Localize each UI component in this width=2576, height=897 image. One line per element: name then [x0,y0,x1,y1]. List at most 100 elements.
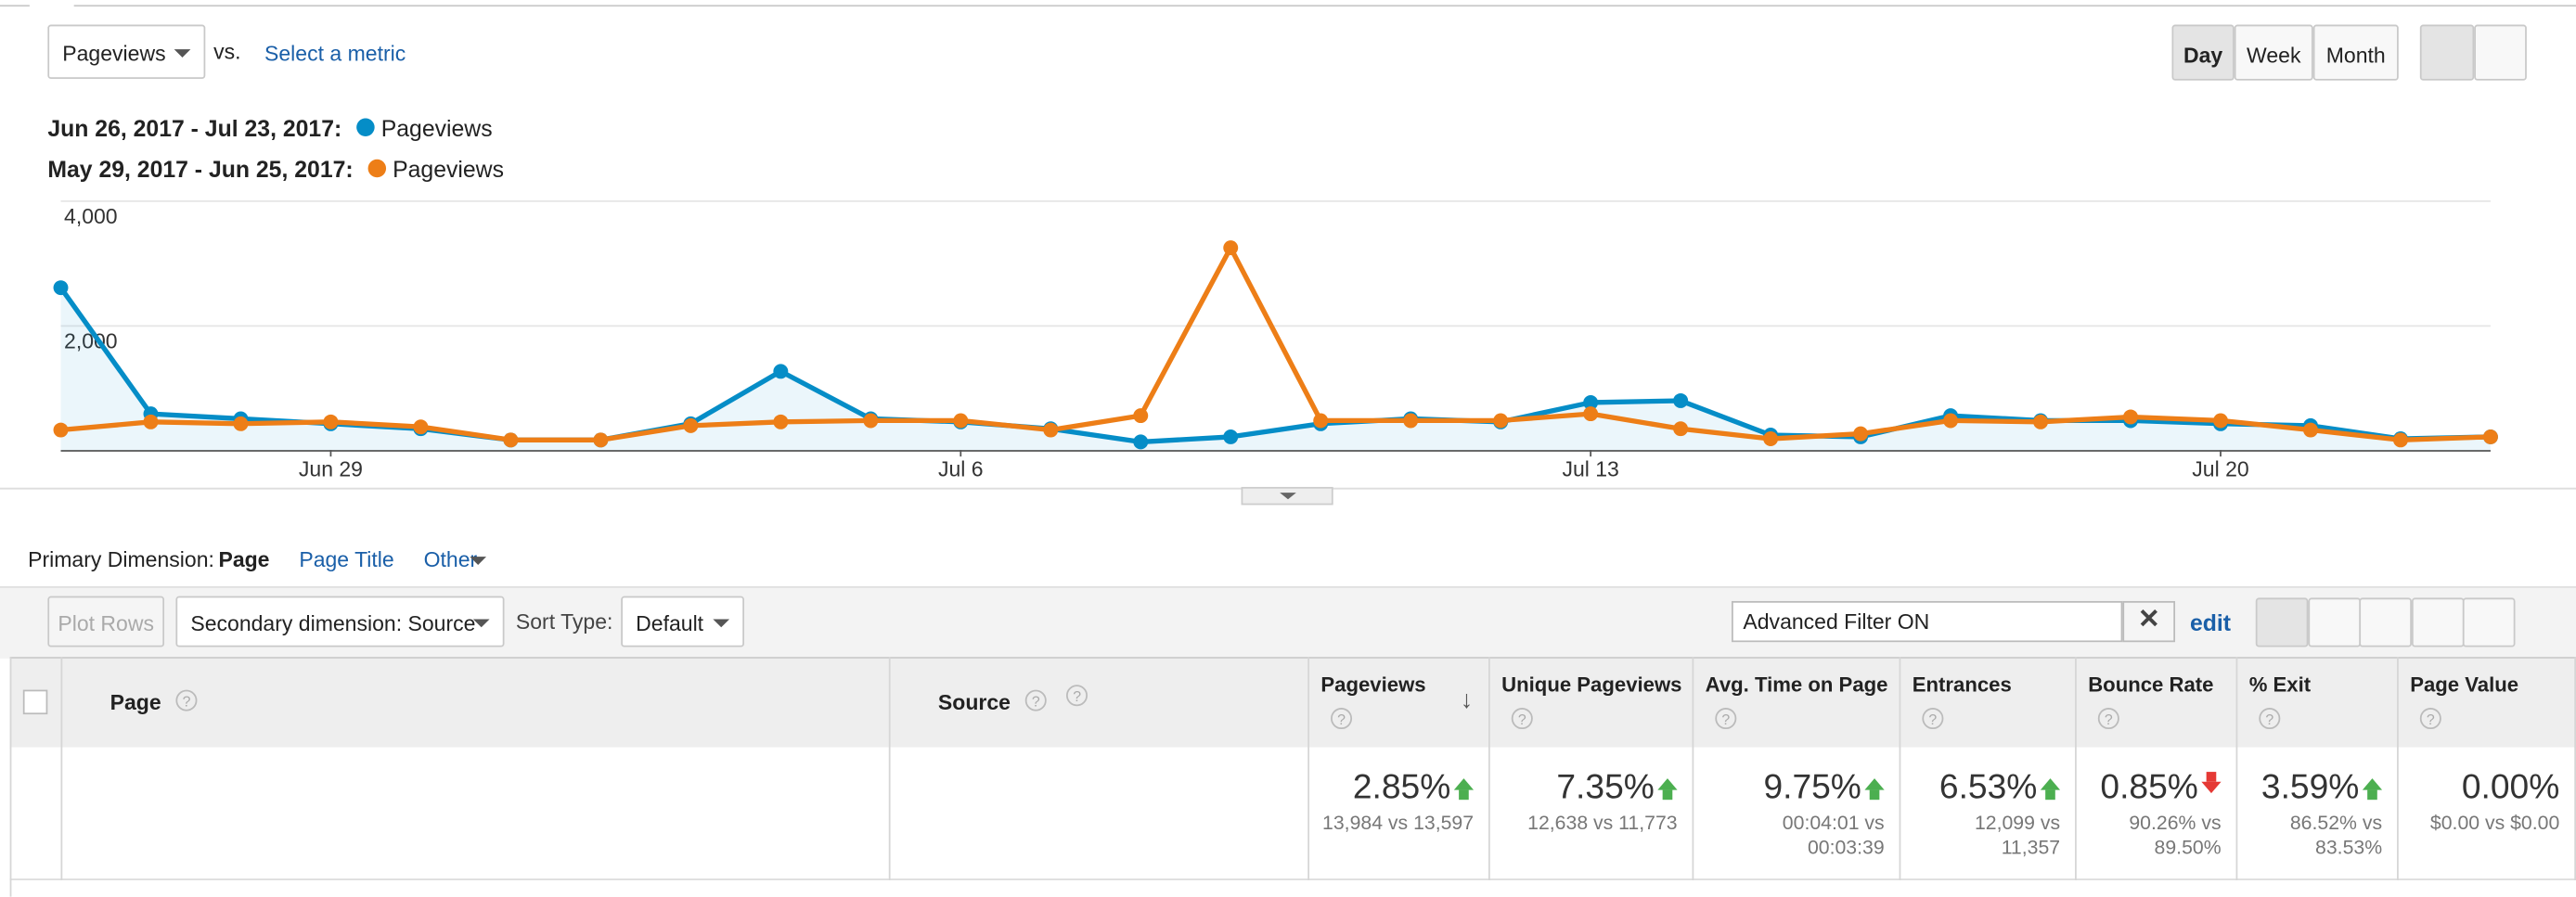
legend-range: Jun 26, 2017 - Jul 23, 2017: [47,114,342,142]
secondary-dimension-dropdown[interactable]: Secondary dimension: Source [175,596,505,647]
column-separator [2237,657,2399,880]
series-line [60,245,2492,442]
data-point [1313,413,1329,429]
data-point [953,413,969,429]
summary-detail: $0.00 vs $0.00 [2429,811,2560,835]
trend-arrow [2040,778,2061,790]
sort-label: Sort Type: [515,609,613,634]
column-header[interactable]: Page [109,689,161,715]
view-button[interactable] [2411,597,2464,647]
dimension-option[interactable]: Other [424,547,500,571]
y-tick-label: 4,000 [64,204,118,228]
collapse-icon [1280,493,1296,500]
data-point [1223,429,1239,444]
remove-dimension[interactable]: ? [1066,685,1088,707]
view-button[interactable] [2255,597,2309,647]
summary-detail: 86.52% vs 83.53% [2289,811,2383,859]
summary-detail: 00:04:01 vs 00:03:39 [1782,811,1885,859]
help-icon: ? [1024,689,1047,711]
data-point [413,419,429,435]
interval-button[interactable]: Day [2171,24,2235,81]
filter-edit-link[interactable]: edit [2189,609,2232,636]
data-point [863,413,879,429]
trend-arrow [1657,778,1678,790]
x-tick-label: Jul 6 [938,456,984,481]
column-header[interactable]: Unique Pageviews [1501,673,1682,697]
plot-rows-button[interactable]: Plot Rows [47,596,165,647]
summary-change: 2.85% [1352,768,1451,807]
select-metric-link[interactable]: Select a metric [264,41,406,66]
data-point [1493,413,1509,429]
summary-detail: 12,638 vs 11,773 [1527,811,1678,835]
trend-stem [2367,789,2377,801]
trend-arrow [2362,778,2383,790]
data-point [1043,422,1059,438]
dimension-option[interactable]: Page Title [299,546,394,572]
x-tick-label: Jun 29 [299,456,363,481]
trend-arrow [1864,778,1885,790]
column-header[interactable]: Avg. Time on Page [1705,673,1888,697]
legend-swatch [356,118,375,136]
dimension-option[interactable]: Page [218,546,270,572]
column-header[interactable]: Pageviews [1320,673,1426,697]
interval-button[interactable]: Month [2312,24,2399,81]
column-separator [2399,657,2576,880]
column-separator [1900,657,2077,880]
vs-label: vs. [213,39,241,65]
column-separator [2077,657,2238,880]
data-point [1583,406,1599,422]
column-separator [1694,657,1901,880]
column-header[interactable]: Entrances [1912,673,2012,697]
summary-change: 9.75% [1763,768,1861,807]
column-separator [62,657,891,880]
filter-clear[interactable]: ✕ [2122,600,2176,643]
data-point [2482,429,2498,444]
data-point [1673,421,1689,437]
summary-change: 0.85% [2100,768,2198,807]
data-point [773,414,789,429]
legend-swatch [367,159,387,178]
sort-dropdown[interactable]: Default [621,596,744,647]
table-summary-row [9,747,2576,880]
filter-input[interactable]: Advanced Filter ON [1732,600,2123,643]
line-chart-button[interactable] [2419,24,2475,81]
view-button[interactable] [2307,597,2361,647]
data-point [1223,240,1239,256]
trend-stem [2045,789,2055,801]
motion-chart-button[interactable] [2474,24,2527,81]
column-header[interactable]: Bounce Rate [2088,673,2214,697]
help-icon: ? [1715,708,1737,730]
column-separator [1490,657,1694,880]
metric-dropdown[interactable]: Pageviews [47,24,206,79]
data-point [1853,426,1869,442]
data-point [53,280,69,296]
data-point [1583,394,1599,410]
help-icon: ? [1511,708,1533,730]
data-point [2392,432,2408,448]
data-point [2123,409,2138,425]
help-icon: ? [2419,708,2441,730]
dimension-label: Primary Dimension: [28,546,214,572]
help-icon: ? [2259,708,2281,730]
column-header[interactable]: Source [937,689,1011,715]
view-button[interactable] [2462,597,2516,647]
summary-change: 3.59% [2260,768,2360,807]
data-point [323,414,339,429]
data-point [233,416,249,431]
data-point [2213,413,2228,429]
summary-change: 6.53% [1938,768,2038,807]
view-button[interactable] [2359,597,2412,647]
data-point [503,432,519,448]
trend-arrow [2201,781,2222,794]
column-header[interactable]: % Exit [2248,673,2312,697]
help-icon: ? [1922,708,1944,730]
interval-button[interactable]: Week [2234,24,2313,81]
column-separator [1309,657,1490,880]
header-checkbox[interactable] [22,689,48,715]
table-header [9,657,2576,750]
column-header[interactable]: Page Value [2410,673,2519,697]
data-point [1943,413,1959,429]
trend-stem [1662,789,1673,801]
help-icon: ? [1331,708,1353,730]
